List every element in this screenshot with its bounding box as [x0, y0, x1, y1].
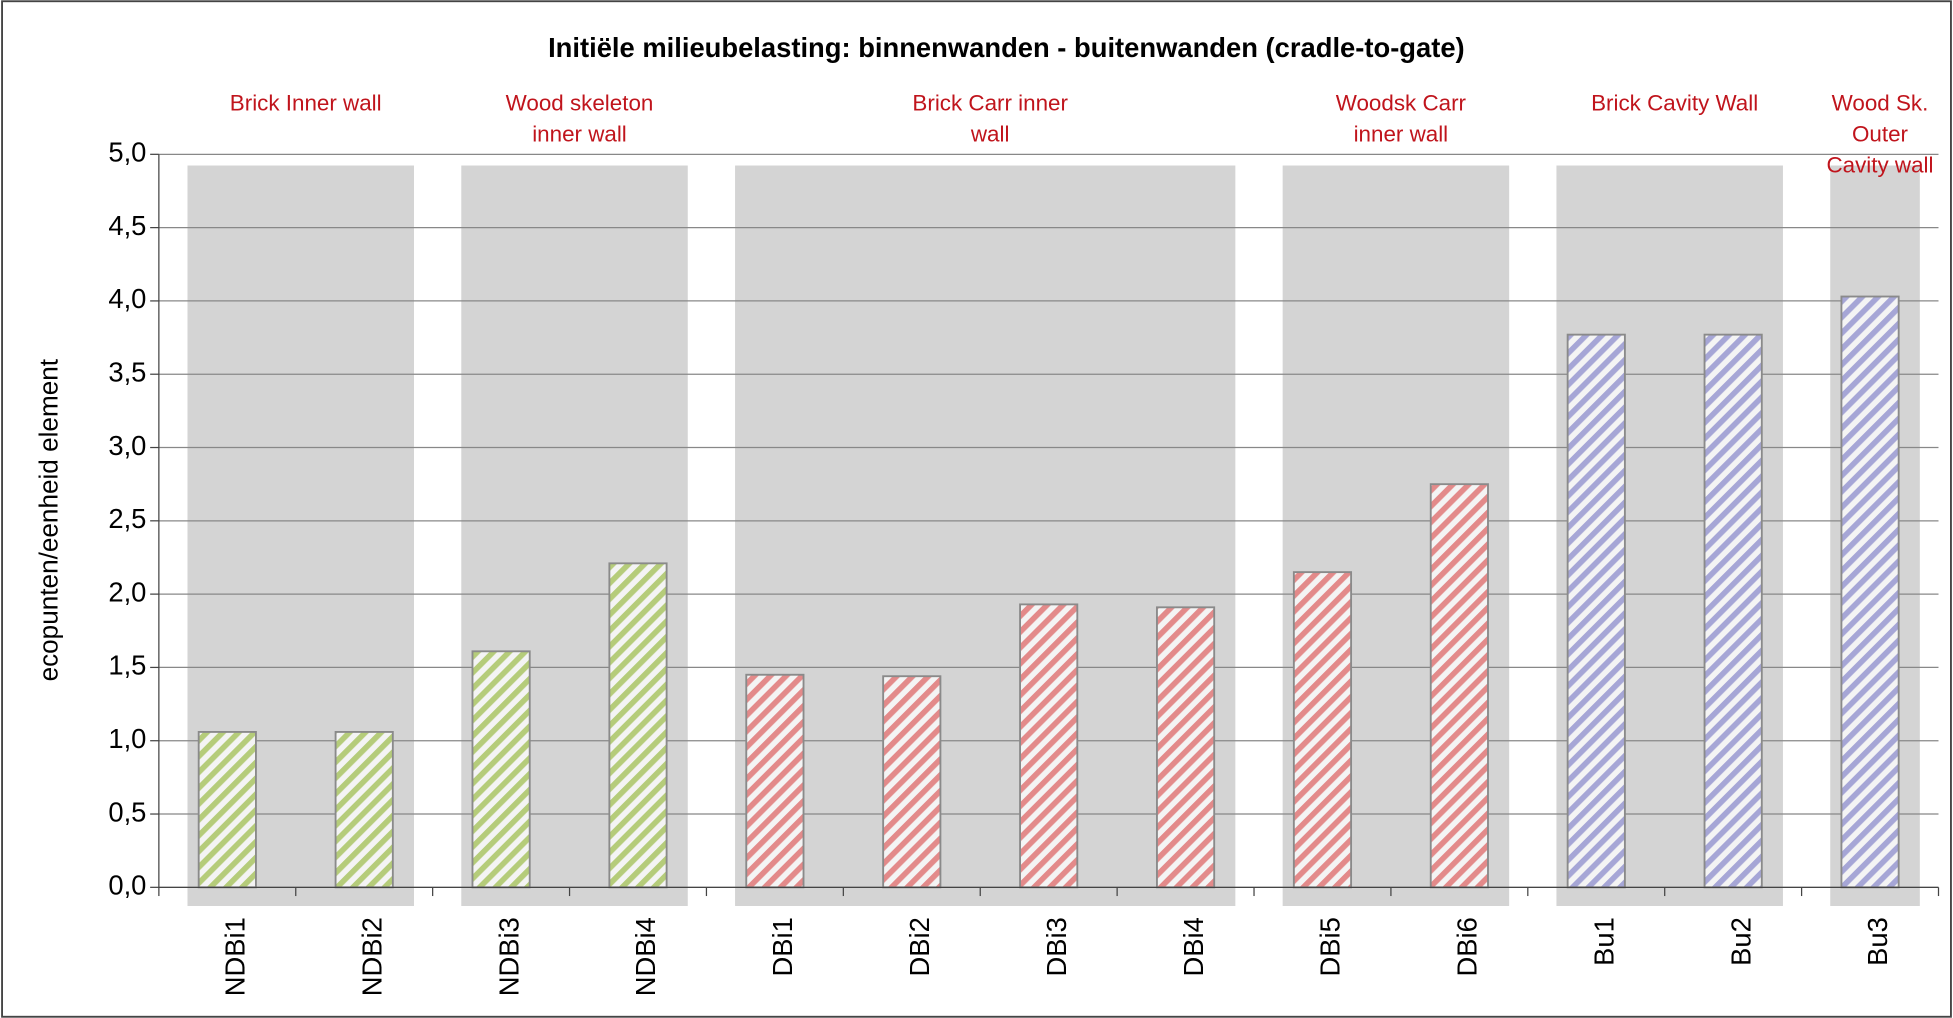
group-label: inner wall: [532, 122, 627, 147]
group-label: Brick Cavity Wall: [1591, 90, 1758, 115]
group-label: Brick Carr inner: [912, 90, 1068, 115]
y-tick-label: 0,5: [108, 796, 146, 827]
bar: [1156, 606, 1216, 889]
group-label: Cavity wall: [1826, 153, 1933, 178]
x-tick-label: NDBi2: [356, 917, 387, 996]
x-tick-label: NDBi4: [630, 917, 661, 996]
bar: [882, 675, 942, 889]
x-tick-label: NDBi1: [220, 917, 251, 996]
bar: [1429, 483, 1489, 889]
y-tick-label: 0,0: [108, 870, 146, 901]
y-tick-label: 3,5: [108, 356, 146, 387]
x-tick-label: DBi3: [1041, 917, 1072, 976]
x-tick-label: DBi4: [1178, 917, 1209, 976]
y-axis-label: ecopunten/eenheid element: [33, 358, 63, 681]
bar: [745, 673, 805, 889]
group-label: Woodsk Carr: [1336, 90, 1467, 115]
x-tick-label: DBi2: [904, 917, 935, 976]
chart-title: Initiële milieubelasting: binnenwanden -…: [548, 32, 1465, 63]
group-label: Brick Inner wall: [230, 90, 382, 115]
x-tick-label: NDBi3: [493, 917, 524, 996]
bar: [1019, 603, 1079, 889]
x-tick-label: Bu3: [1862, 917, 1893, 966]
y-tick-label: 2,5: [108, 503, 146, 534]
bar: [1840, 295, 1900, 889]
bar: [1292, 571, 1353, 889]
bar: [197, 730, 257, 889]
bar: [471, 650, 531, 889]
group-label: inner wall: [1354, 122, 1449, 147]
x-tick-label: DBi6: [1452, 917, 1483, 976]
y-tick-label: 5,0: [108, 137, 146, 168]
x-tick-label: DBi1: [767, 917, 798, 976]
bar: [1566, 333, 1626, 889]
y-tick-label: 4,5: [108, 210, 146, 241]
group-label: Wood Sk.: [1832, 90, 1929, 115]
group-background: [735, 165, 1236, 906]
x-tick-label: Bu2: [1725, 917, 1756, 966]
bar: [334, 730, 394, 889]
x-tick-label: DBi5: [1315, 917, 1346, 976]
bar: [608, 562, 668, 889]
y-tick-label: 3,0: [108, 430, 146, 461]
group-label: Wood skeleton: [506, 90, 654, 115]
x-tick-label: Bu1: [1588, 917, 1619, 966]
y-tick-label: 4,0: [108, 283, 146, 314]
y-tick-label: 1,5: [108, 650, 146, 681]
y-tick-label: 2,0: [108, 576, 146, 607]
y-tick-label: 1,0: [108, 723, 146, 754]
group-label: Outer: [1852, 122, 1909, 147]
bar: [1703, 333, 1763, 889]
group-label: wall: [970, 122, 1010, 147]
